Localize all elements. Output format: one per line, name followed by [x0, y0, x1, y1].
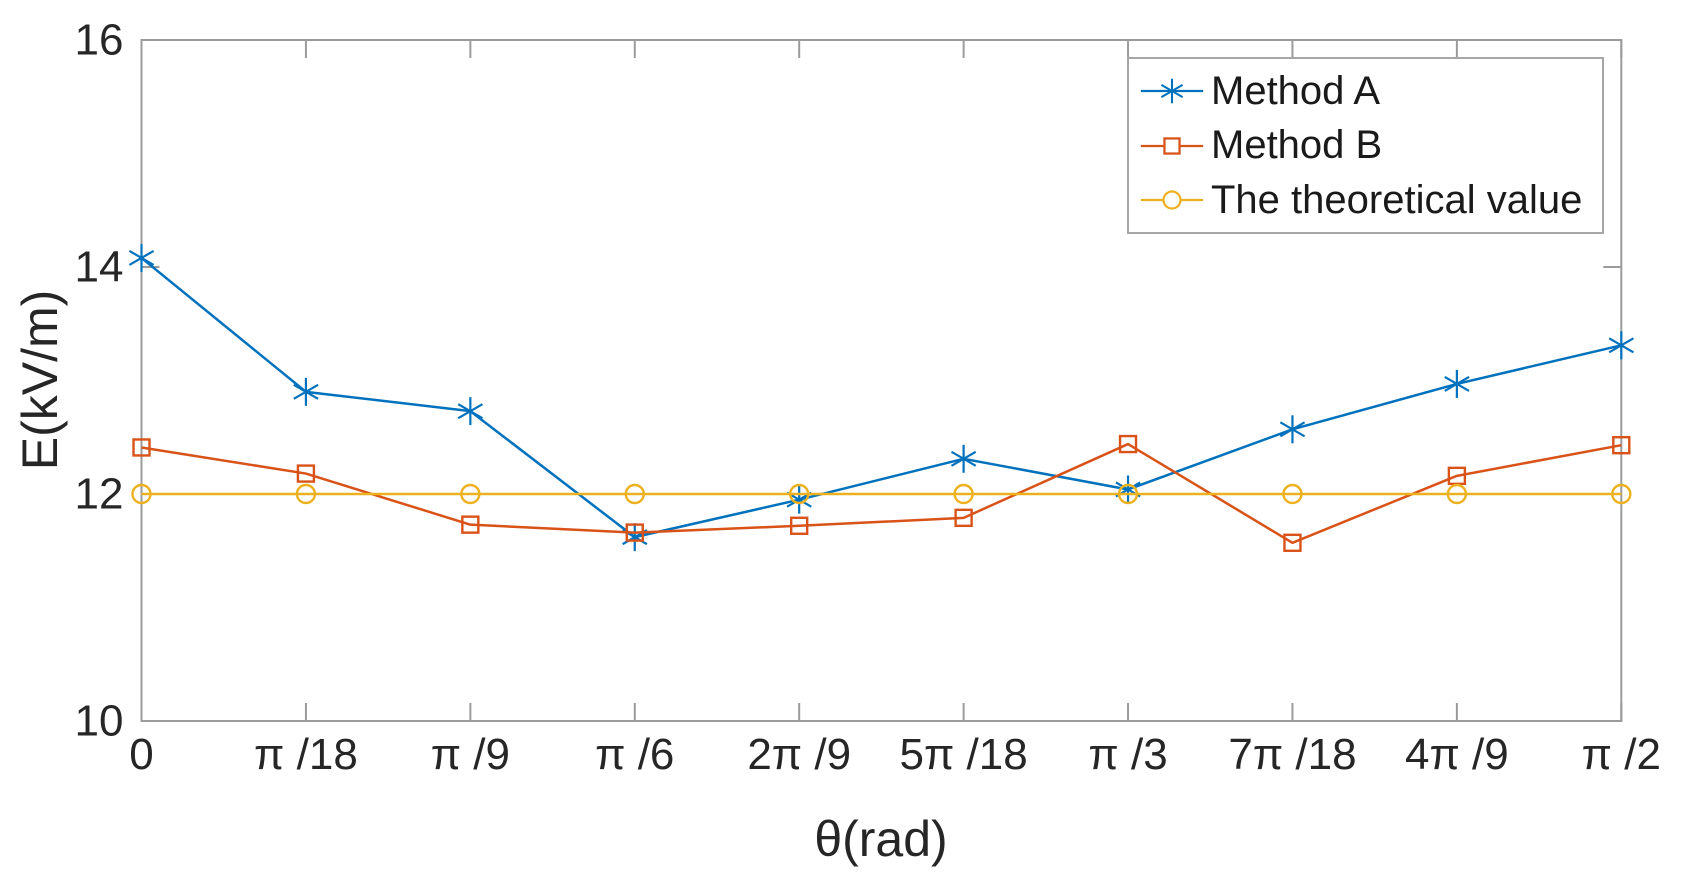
- asterisk-marker-icon: [1140, 78, 1204, 104]
- series-line: [140, 256, 1622, 539]
- x-tick-label: 7π /18: [1228, 730, 1356, 779]
- square-marker: [789, 516, 809, 535]
- circle-marker: [460, 483, 481, 505]
- asterisk-marker: [1608, 331, 1634, 360]
- legend-label: The theoretical value: [1211, 177, 1583, 222]
- asterisk-marker: [128, 243, 155, 272]
- x-tick-label: π /3: [1088, 730, 1167, 779]
- circle-marker: [1611, 483, 1632, 505]
- x-tick-label: 4π /9: [1405, 730, 1509, 779]
- circle-marker: [1282, 483, 1303, 505]
- circle-marker: [1117, 483, 1139, 505]
- square-marker: [625, 523, 644, 542]
- legend-label: Method B: [1211, 123, 1383, 167]
- asterisk-marker: [950, 444, 977, 473]
- y-tick-label: 14: [75, 243, 124, 292]
- series-method-b: [132, 434, 1631, 553]
- square-marker: [1118, 434, 1138, 454]
- x-tick-label: 5π /18: [900, 730, 1028, 779]
- x-tick-label: π /9: [431, 730, 510, 779]
- square-marker: [954, 508, 973, 528]
- asterisk-marker: [1444, 369, 1470, 398]
- series-line: [141, 442, 1622, 545]
- tick-labels: 0 π /18 π /9 π /6 2π /9 5π /18 π /3 7π /18 4π /9…: [75, 16, 1661, 780]
- legend: Method A Method B The theoretical value: [1127, 57, 1604, 234]
- y-tick-label: 10: [75, 697, 124, 746]
- x-axis-label: θ(rad): [814, 811, 948, 867]
- axes-box: [140, 39, 1623, 722]
- x-tick-label: 2π /9: [747, 730, 851, 779]
- y-tick-label: 12: [75, 470, 124, 519]
- legend-item: The theoretical value: [1139, 178, 1602, 223]
- x-tick-label: π /2: [1582, 730, 1661, 779]
- circle-marker: [624, 483, 645, 505]
- legend-label: Method A: [1211, 68, 1381, 113]
- square-marker: [1612, 435, 1631, 455]
- circle-marker: [788, 483, 810, 505]
- circle-marker: [295, 483, 317, 505]
- square-marker: [132, 438, 151, 457]
- circle-marker: [131, 483, 152, 505]
- asterisk-marker: [457, 397, 484, 426]
- square-marker: [296, 464, 316, 483]
- x-tick-label: π /6: [595, 730, 674, 779]
- y-tick-label: 16: [75, 16, 124, 65]
- circle-marker: [953, 483, 974, 505]
- circle-marker-icon: [1140, 190, 1204, 210]
- legend-item: Method B: [1139, 123, 1602, 168]
- asterisk-marker: [293, 377, 319, 406]
- x-tick-label: 0: [129, 730, 153, 779]
- asterisk-marker: [1279, 415, 1306, 444]
- square-marker: [1283, 533, 1302, 553]
- y-axis-label: E(kV/m): [12, 289, 68, 471]
- circle-marker: [1446, 483, 1468, 505]
- square-marker-icon: [1140, 136, 1204, 155]
- series-method-a: [128, 243, 1634, 552]
- square-marker: [461, 515, 480, 534]
- legend-item: Method A: [1139, 69, 1602, 114]
- x-tick-label: π /18: [254, 730, 358, 779]
- series-the-theoretical-value: [131, 483, 1632, 505]
